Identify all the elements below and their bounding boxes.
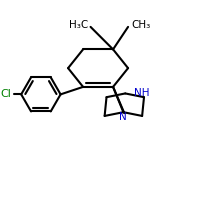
Text: Cl: Cl [0, 89, 11, 99]
Text: H₃C: H₃C [69, 20, 88, 30]
Text: CH₃: CH₃ [131, 20, 150, 30]
Text: NH: NH [134, 88, 150, 98]
Text: N: N [119, 112, 126, 122]
